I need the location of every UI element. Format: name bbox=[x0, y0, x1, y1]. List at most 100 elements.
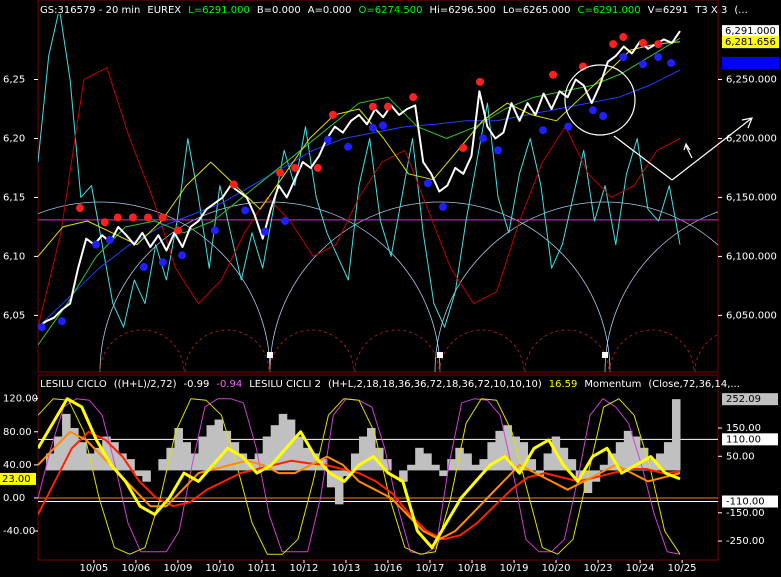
x-tick-label: 10/11 bbox=[248, 563, 277, 574]
annotation-circle bbox=[564, 64, 636, 136]
pivot-dot bbox=[281, 217, 290, 226]
pivot-dot bbox=[113, 213, 122, 222]
header-item: LESILU CICLI 2 bbox=[249, 379, 321, 390]
histogram-bar bbox=[415, 447, 424, 471]
pivot-dot bbox=[439, 202, 448, 211]
header-item: T3 X 3 bbox=[694, 5, 727, 16]
header-item: (... bbox=[734, 5, 747, 16]
header-item: ((H+L)/2,72) bbox=[114, 379, 177, 390]
histogram-bar bbox=[326, 470, 336, 488]
value-box bbox=[0, 472, 36, 485]
histogram-bar bbox=[671, 399, 681, 471]
histogram-bar bbox=[615, 442, 625, 471]
header-item: EUREX bbox=[147, 5, 181, 16]
header-item: A=0.000 bbox=[308, 5, 352, 16]
histogram-bar bbox=[94, 447, 103, 471]
header-item: GS:316579 - 20 min bbox=[40, 5, 140, 16]
pivot-dot bbox=[368, 123, 377, 132]
pivot-dot bbox=[599, 112, 608, 121]
pivot-dot bbox=[105, 235, 114, 244]
histogram-bar bbox=[278, 413, 288, 471]
histogram-bar bbox=[407, 464, 416, 471]
x-tick-label: 10/12 bbox=[290, 563, 319, 574]
x-tick-label: 10/10 bbox=[206, 563, 235, 574]
pivot-dot bbox=[619, 33, 628, 42]
arrow bbox=[613, 135, 673, 181]
histogram-bar bbox=[166, 447, 175, 471]
pivot-dot bbox=[158, 213, 167, 222]
histogram-bar bbox=[334, 470, 344, 505]
pivot-dot bbox=[139, 263, 148, 272]
pivot-dot bbox=[378, 121, 387, 130]
histogram-bar bbox=[527, 459, 537, 471]
series-line bbox=[38, 397, 681, 550]
cycle-arc bbox=[434, 201, 718, 372]
header-item: -0.94 bbox=[216, 379, 242, 390]
histogram-bar bbox=[110, 442, 119, 471]
pivot-dot bbox=[476, 77, 485, 86]
price-marker-label: 6,281.656 bbox=[725, 37, 776, 48]
y2-tick-label: 6,250.000 bbox=[726, 74, 777, 85]
pivot-dot bbox=[76, 204, 85, 213]
price-marker-label: 6,291.000 bbox=[725, 26, 776, 37]
histogram-bar bbox=[190, 453, 199, 471]
histogram-bar bbox=[663, 442, 673, 471]
y-tick-label: 80.00 bbox=[3, 427, 32, 438]
histogram-bar bbox=[142, 470, 151, 482]
pivot-dot bbox=[173, 226, 182, 235]
cycle-arcs bbox=[38, 201, 718, 372]
arrow bbox=[685, 145, 693, 159]
histogram-bar bbox=[198, 436, 208, 471]
x-tick-label: 10/23 bbox=[584, 563, 613, 574]
pivot-dot bbox=[158, 258, 167, 267]
value-label: 23.00 bbox=[2, 474, 31, 485]
histogram-bar bbox=[70, 428, 79, 471]
histogram-bar bbox=[543, 453, 553, 471]
histogram-bar bbox=[423, 453, 432, 471]
histogram-bar bbox=[46, 453, 55, 471]
y-tick-label: 40.00 bbox=[3, 460, 32, 471]
x-tick-label: 10/19 bbox=[500, 563, 529, 574]
y2-tick-label: 6,050.000 bbox=[726, 310, 777, 321]
pivot-dot bbox=[539, 126, 548, 135]
value-box bbox=[722, 393, 778, 406]
arrow-head bbox=[683, 142, 691, 151]
histogram-bar bbox=[134, 470, 143, 477]
histogram-bar bbox=[439, 470, 448, 477]
y-tick-label: 6,25 bbox=[3, 74, 25, 85]
annotation bbox=[564, 64, 753, 181]
histogram-bar bbox=[447, 459, 456, 471]
histogram-bar bbox=[567, 459, 577, 471]
price-marker bbox=[722, 56, 779, 69]
histogram-bar bbox=[559, 447, 569, 471]
pivot-dot bbox=[229, 180, 238, 189]
reference-label: 110.00 bbox=[726, 434, 761, 445]
x-tick-label: 10/06 bbox=[121, 563, 150, 574]
pivot-dot bbox=[423, 179, 432, 188]
histogram-bar bbox=[342, 470, 352, 477]
series-line bbox=[38, 14, 681, 328]
histogram-bar bbox=[535, 470, 545, 477]
histogram-bar bbox=[214, 419, 224, 471]
histogram-bar bbox=[359, 436, 368, 471]
histogram-bar bbox=[479, 459, 488, 471]
series-line bbox=[38, 430, 681, 541]
pivot-dot bbox=[323, 135, 332, 144]
histogram-bar bbox=[607, 453, 617, 471]
header-item: 16.59 bbox=[549, 379, 578, 390]
pivot-dot bbox=[549, 70, 558, 79]
pivot-dot bbox=[654, 53, 663, 62]
x-tick-label: 10/13 bbox=[332, 563, 361, 574]
header-item: V=6291 bbox=[648, 5, 689, 16]
histogram-bar bbox=[631, 436, 641, 471]
histogram-bar bbox=[286, 419, 296, 471]
histogram-bar bbox=[471, 464, 480, 471]
pivot-dot bbox=[210, 226, 219, 235]
axes: GS:316579 - 20 min EUREX L=6291.000 B=0.000… bbox=[0, 5, 779, 574]
y2-tick-label: 6,200.000 bbox=[726, 133, 777, 144]
header-item: LESILU CICLO bbox=[40, 379, 107, 390]
header-item: (H+L,2,18,18,36,36,72,18,36,72,10,10,10) bbox=[328, 379, 542, 390]
histogram-bar bbox=[487, 442, 496, 471]
pivot-dot bbox=[368, 102, 377, 111]
